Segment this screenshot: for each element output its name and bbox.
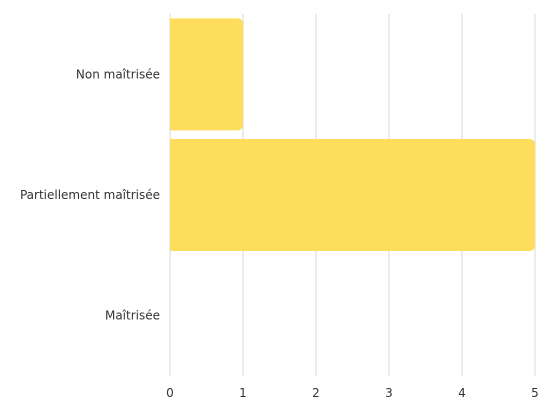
category-label: Maîtrisée <box>105 309 160 323</box>
bars <box>170 18 535 251</box>
x-tick-label-1: 1 <box>239 386 247 400</box>
x-tick-label-5: 5 <box>531 386 539 400</box>
bar <box>170 139 535 251</box>
x-tick-label-2: 2 <box>312 386 320 400</box>
category-label: Non maîtrisée <box>76 67 160 81</box>
category-labels: Non maîtrisée Partiellement maîtrisée Maît… <box>20 67 160 322</box>
x-tick-label-4: 4 <box>458 386 466 400</box>
x-axis-tick-labels: 0 1 2 3 4 5 <box>166 386 539 400</box>
x-tick-label-3: 3 <box>385 386 393 400</box>
category-label: Partiellement maîtrisée <box>20 188 160 202</box>
bar <box>170 18 243 131</box>
x-tick-label-0: 0 <box>166 386 174 400</box>
